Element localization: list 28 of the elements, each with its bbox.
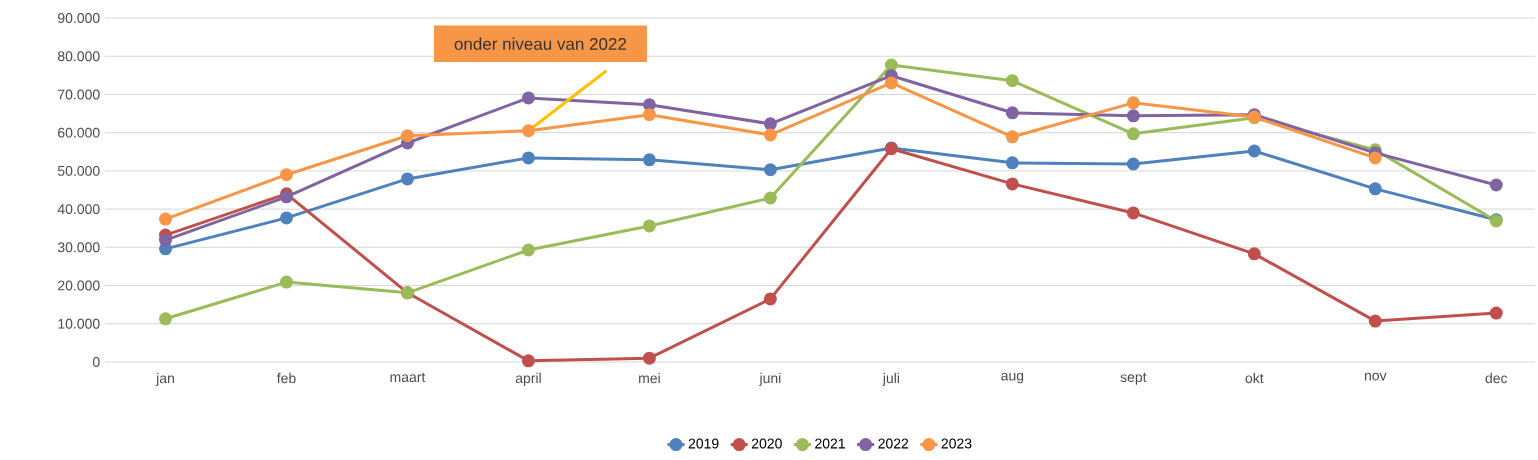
legend-label: 2021 bbox=[815, 438, 845, 449]
y-tick-label: 70.000 bbox=[58, 89, 100, 100]
y-tick-label: 30.000 bbox=[57, 242, 100, 253]
x-tick-label: juni bbox=[759, 372, 781, 386]
y-tick-label: 50.000 bbox=[57, 165, 100, 176]
x-tick-label: feb bbox=[276, 372, 296, 384]
legend-label: 2019 bbox=[688, 438, 719, 449]
x-tick-label: april bbox=[515, 372, 541, 386]
y-tick-label: 20.000 bbox=[58, 280, 100, 291]
x-tick-label: nov bbox=[1364, 372, 1387, 381]
x-tick-label: okt bbox=[1245, 372, 1264, 384]
y-tick-label: 60.000 bbox=[58, 127, 100, 138]
legend-label: 2020 bbox=[751, 438, 782, 449]
y-tick-label: 40.000 bbox=[57, 204, 100, 215]
x-tick-label: aug bbox=[1001, 372, 1024, 384]
annotation: onder niveau van 2022 bbox=[454, 37, 627, 50]
y-tick-label: 10.000 bbox=[58, 318, 100, 329]
x-tick-label: mei bbox=[639, 372, 660, 384]
x-tick-label: jan bbox=[155, 372, 174, 386]
x-tick-label: maart bbox=[390, 372, 426, 383]
x-tick-label: dec bbox=[1485, 372, 1508, 384]
legend-label: 2022 bbox=[878, 438, 909, 449]
x-tick-label: sept bbox=[1120, 372, 1147, 385]
y-tick-label: 0 bbox=[92, 357, 100, 367]
x-tick-label: juli bbox=[882, 372, 899, 386]
legend-label: 2023 bbox=[941, 438, 972, 449]
y-tick-label: 90.000 bbox=[58, 13, 100, 23]
y-tick-label: 80.000 bbox=[57, 51, 100, 62]
